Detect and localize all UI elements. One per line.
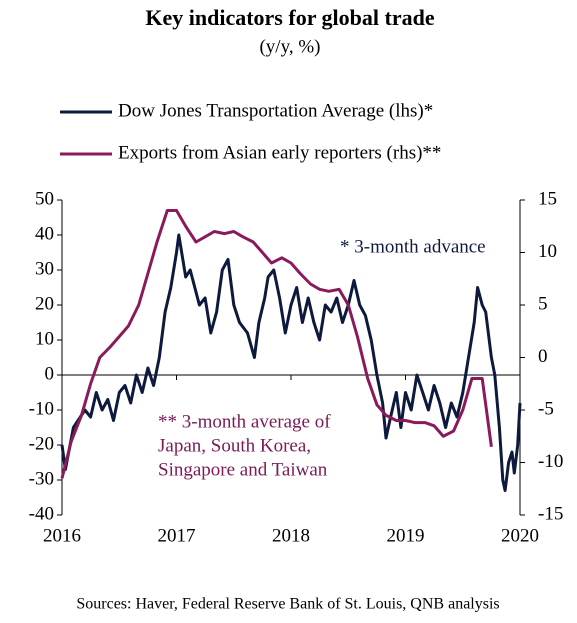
y-tick-label: 30 [35,258,54,279]
y-tick-label: -20 [29,433,54,454]
y2-tick-label: -5 [538,398,554,419]
y-tick-label: -40 [29,503,54,524]
annotation: * 3-month advance [340,236,486,257]
y2-tick-label: -10 [538,451,563,472]
y-tick-label: -10 [29,398,54,419]
chart-title: Key indicators for global trade [145,5,434,30]
y-tick-label: 40 [35,223,54,244]
series-line [60,209,493,479]
y-tick-label: 10 [35,328,54,349]
y2-tick-label: 15 [538,188,557,209]
y2-tick-label: 5 [538,293,548,314]
annotation: Singapore and Taiwan [158,459,328,480]
y-tick-label: 20 [35,293,54,314]
y-tick-label: -30 [29,468,54,489]
legend-label: Dow Jones Transportation Average (lhs)* [118,100,433,121]
annotation: ** 3-month average of [158,411,331,432]
y2-tick-label: 0 [538,346,548,367]
x-tick-label: 2020 [501,525,539,546]
x-tick-label: 2017 [158,525,196,546]
x-tick-label: 2016 [43,525,81,546]
series-line [60,233,522,492]
x-tick-label: 2019 [387,525,425,546]
chart-subtitle: (y/y, %) [259,36,320,57]
x-tick-label: 2018 [272,525,310,546]
y2-tick-label: 10 [538,241,557,262]
source: Sources: Haver, Federal Reserve Bank of … [76,596,499,613]
annotation: Japan, South Korea, [158,435,311,456]
y2-tick-label: -15 [538,503,563,524]
legend-label: Exports from Asian early reporters (rhs)… [118,142,441,163]
y-tick-label: 50 [35,188,54,209]
y-tick-label: 0 [45,363,55,384]
